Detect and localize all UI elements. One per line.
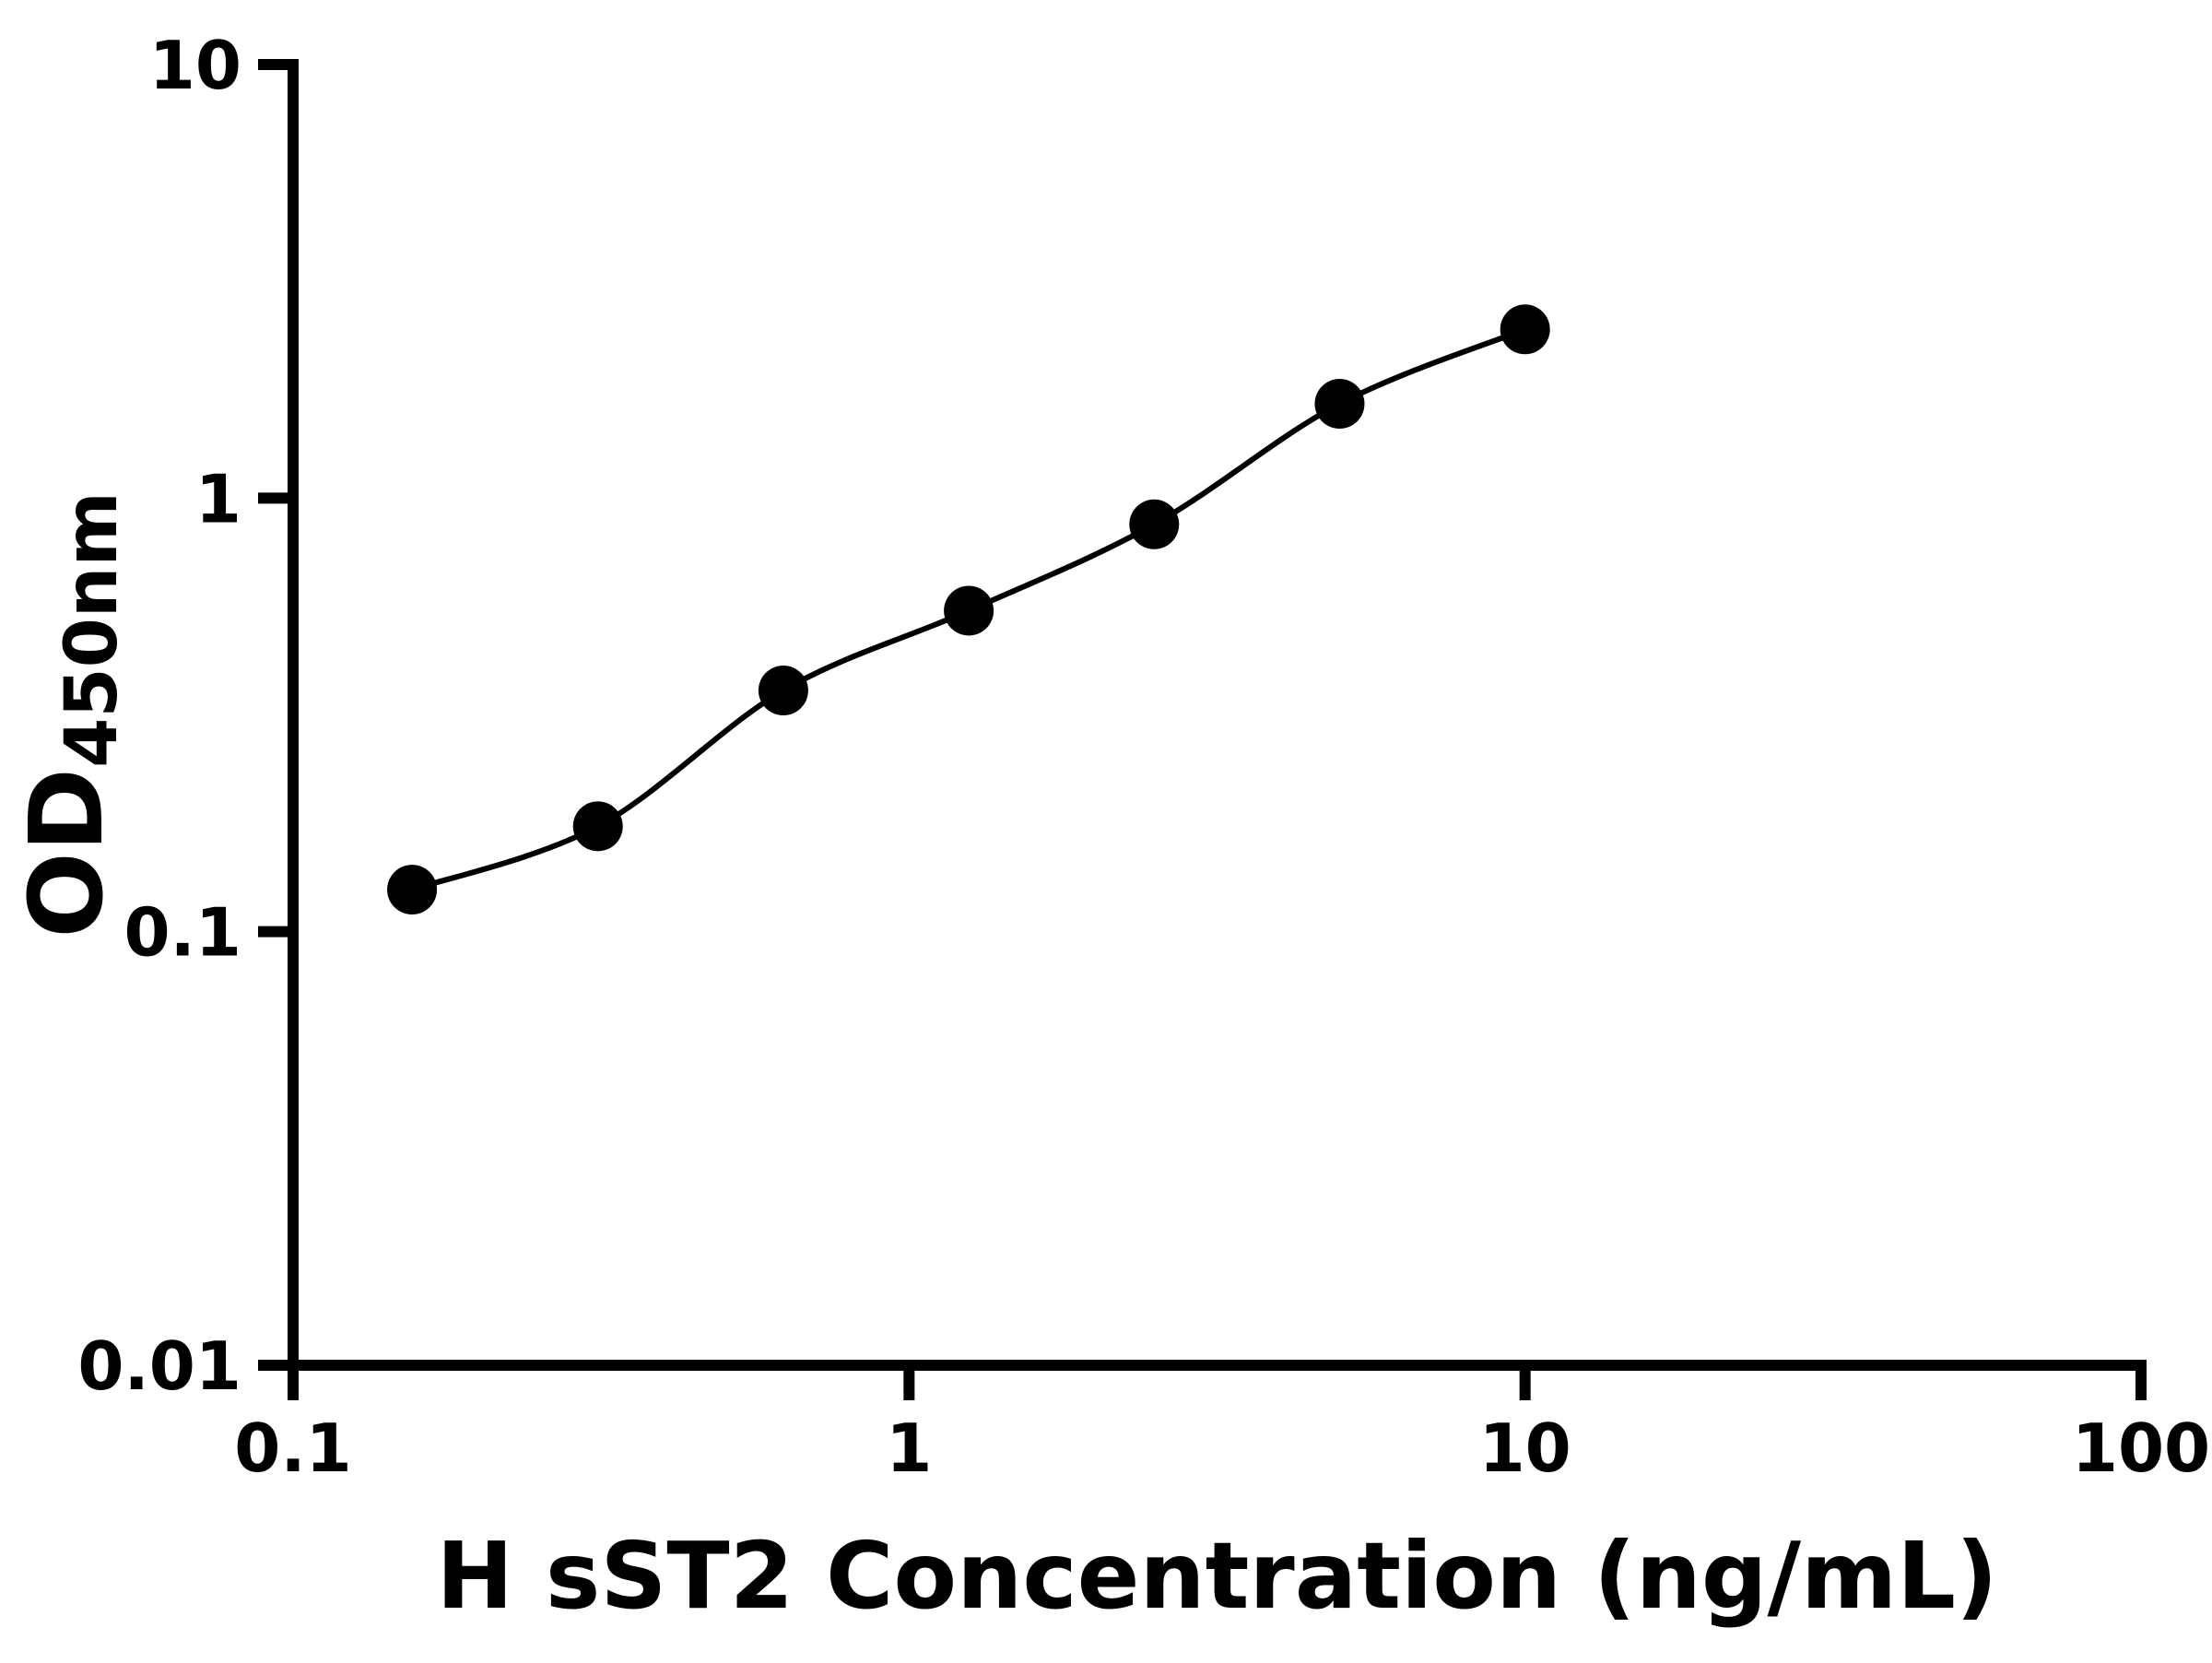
data-point (1500, 304, 1550, 355)
y-axis-title-main: OD (7, 768, 125, 938)
data-point (1129, 499, 1180, 549)
x-tick-label: 10 (1479, 1409, 1571, 1487)
data-point (944, 585, 994, 636)
data-point (758, 666, 808, 716)
y-tick-label: 0.1 (124, 894, 241, 972)
x-tick-label: 1 (886, 1409, 932, 1487)
y-axis-title-subscript: 450nm (51, 491, 134, 768)
data-point (387, 865, 438, 915)
x-tick-label: 0.1 (234, 1409, 352, 1487)
x-axis-title: H sST2 Concentration (ng/mL) (436, 1522, 1997, 1630)
data-point (572, 801, 623, 852)
axis-spine (288, 59, 2147, 1371)
x-tick-label: 100 (2072, 1409, 2210, 1487)
y-axis-title: OD450nm (7, 491, 134, 938)
y-tick-label: 0.01 (77, 1327, 241, 1405)
y-tick-label: 10 (149, 27, 241, 104)
y-tick-label: 1 (195, 460, 241, 537)
data-point (1314, 379, 1365, 430)
